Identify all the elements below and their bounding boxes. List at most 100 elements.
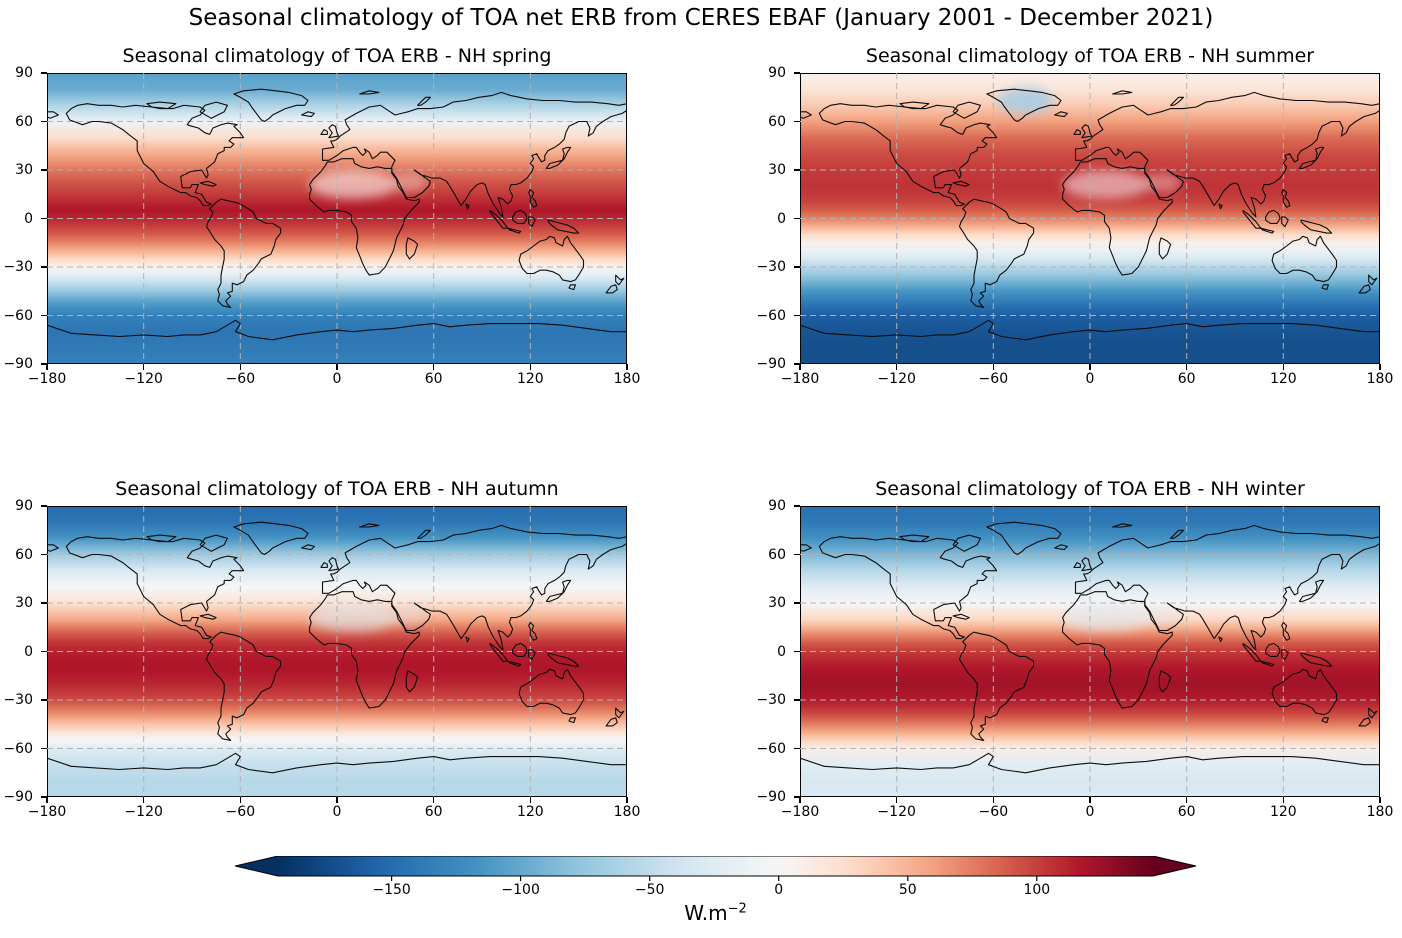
x-tick [46,797,48,803]
coastline [986,88,1062,123]
coastline [952,534,981,552]
x-tick [143,364,145,370]
y-tick [794,363,800,365]
y-tick-label: −90 [756,789,786,805]
y-tick [794,266,800,268]
x-tick [336,797,338,803]
coastline [518,235,585,283]
coastline [1298,146,1325,169]
world-map [47,506,627,797]
y-tick-label: 30 [768,595,786,611]
colorbar-gradient [235,856,1196,881]
coastline [199,613,217,620]
colorbar-tick-label: 100 [1023,882,1051,898]
x-tick-label: −180 [27,371,67,387]
coastline [1260,227,1275,234]
coastline [309,591,420,709]
coastline [1298,579,1325,602]
coastline [1112,90,1133,95]
coastline [47,319,627,364]
coastline [417,96,431,106]
y-tick [794,796,800,798]
colorbar-label-exponent: −2 [727,901,747,917]
y-tick-label: −60 [756,307,786,324]
x-tick [896,364,898,370]
coastline [800,544,812,552]
y-tick [794,553,800,556]
y-tick [41,747,47,750]
coastline [1271,235,1338,283]
coastline [800,111,812,119]
coastline [1170,96,1184,106]
x-tick-label: 120 [1269,804,1297,820]
subplot-title-nh-spring: Seasonal climatology of TOA ERB - NH spr… [122,45,552,67]
x-tick-label: −120 [124,804,163,820]
coastline [986,521,1062,556]
map-nh-spring [47,73,627,364]
y-tick [794,169,800,171]
coastline [958,631,1035,741]
coastline [1368,274,1378,286]
coastline [205,631,282,741]
x-tick [1186,797,1188,803]
y-tick-label: 30 [768,162,786,178]
coastline [818,103,998,207]
x-tick-label: 180 [1366,804,1394,820]
x-tick [1282,797,1285,803]
x-tick-label: 60 [424,371,443,387]
coastline [199,534,228,552]
coastline [952,180,970,187]
coastline [545,579,572,602]
coastline [545,146,572,169]
y-tick-label: 60 [768,113,786,130]
y-tick [41,217,47,220]
colorbar: W.m−2 −150 −100 −50 0 50 100 [235,856,1196,936]
x-tick [896,797,898,803]
coastline [1260,660,1275,667]
coastline [417,529,431,539]
coastline [507,227,522,234]
coastline [1358,717,1371,727]
coastline [233,88,309,123]
y-tick [41,314,47,317]
x-tick [1089,797,1091,803]
sahara-highlight [1062,170,1151,199]
coastline [1074,91,1380,218]
coastline [1218,203,1223,210]
coastline [1265,209,1281,224]
y-tick-label: 0 [24,643,33,660]
x-tick [1186,364,1188,370]
sahara-highlight [1062,603,1151,632]
y-tick [41,553,47,556]
y-tick [41,120,47,123]
coastline [1321,284,1329,291]
arabia-highlight [1144,606,1181,625]
coastline [199,101,228,119]
coastline [320,562,328,568]
x-tick [1282,364,1285,370]
coastline [899,534,930,543]
coastline [899,101,930,110]
sahara-highlight [309,603,398,632]
coastline [199,180,217,187]
y-tick [41,169,47,171]
coastline [818,536,998,640]
coastline [952,101,981,119]
y-tick-label: 90 [15,498,33,514]
x-tick-label: 0 [332,371,342,387]
arabia-highlight [391,173,428,192]
coastline [321,524,627,651]
x-tick [1379,797,1381,803]
y-tick [41,699,47,701]
subplot-nh-winter: Seasonal climatology of TOA ERB - NH win… [756,478,1393,820]
x-tick-label: 120 [516,371,544,387]
y-tick-label: −60 [3,307,33,324]
y-tick-label: −30 [3,259,33,275]
subplot-title-nh-summer: Seasonal climatology of TOA ERB - NH sum… [865,45,1315,67]
coastline [301,544,315,551]
coastline [800,319,1380,364]
colorbar-tick-label: 0 [774,882,784,898]
x-tick-label: −120 [124,371,163,387]
x-tick [992,797,995,803]
